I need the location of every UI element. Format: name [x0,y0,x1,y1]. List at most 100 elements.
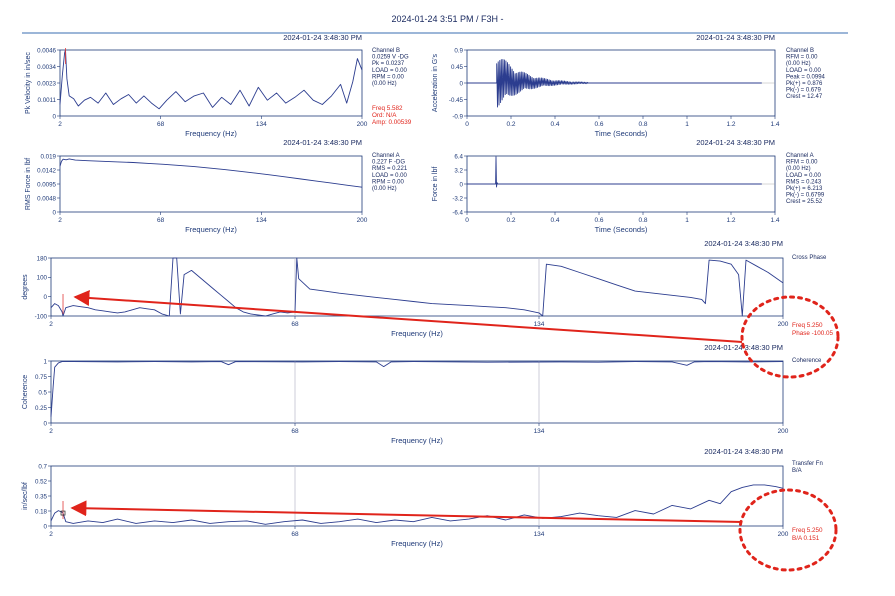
plot-timestamp: 2024-01-24 3:48:30 PM [283,33,362,42]
y-axis-label: RMS Force in lbf [25,158,32,210]
y-tick-label: 0 [460,80,464,87]
x-tick-label: 134 [256,217,267,224]
y-tick-label: 0.0142 [37,167,56,174]
cross-phase-highlight-circle [740,295,840,379]
cursor-readout: Amp: 0.00539 [372,119,412,126]
info-line: Coherence [792,358,822,364]
chart-panel-p7: 2024-01-24 3:48:30 PM 2 68 134 200 0.7 0.52 0.3… [22,447,823,548]
y-tick-label: 0 [44,420,48,427]
info-line: Channel A [372,153,400,159]
x-tick-label: 68 [157,121,165,128]
info-line: Peak = 0.0994 [786,74,826,80]
x-tick-label: 200 [778,428,789,435]
y-tick-label: 1 [44,358,48,365]
x-tick-label: 1 [685,121,689,128]
y-tick-label: 0.0034 [37,64,56,71]
x-tick-label: 0.8 [638,217,647,224]
plot-frame [50,257,784,317]
cross-phase-arrow [73,289,743,343]
x-tick-label: 1.2 [726,121,735,128]
y-tick-label: 0.9 [454,47,463,54]
cursor-readout: Phase -100.05 [792,330,833,337]
y-axis-label: in/sec/lbf [22,482,29,510]
cursor-readout: B/A 0.151 [792,535,820,542]
y-tick-label: 0.0023 [37,80,56,87]
info-line: Cross Phase [792,255,827,261]
x-tick-label: 200 [778,531,789,538]
y-tick-label: 6.4 [454,153,463,160]
info-line: Pk(+) = 0.876 [786,81,823,87]
x-tick-label: 2 [49,428,53,435]
chart-panel-p6: 2024-01-24 3:48:30 PM2 68 134 20010.750.50.… [22,343,822,445]
plot-frame [59,155,363,213]
cursor-readout: Freq 5.250 [792,527,823,534]
x-axis-label: Time (Seconds) [595,129,648,138]
plot-timestamp: 2024-01-24 3:48:30 PM [283,138,362,147]
y-tick-label: 0.45 [451,64,464,71]
info-line: LOAD = 0.00 [372,68,408,74]
x-tick-label: 0.4 [550,121,559,128]
y-axis-label: Acceleration in G's [432,53,439,112]
y-tick-label: 100 [37,275,48,282]
info-line: Pk(-) = 0.6799 [786,193,825,199]
info-line: RMS = 0.221 [372,166,408,172]
x-tick-label: 134 [534,531,545,538]
info-line: (0.00 Hz) [372,186,397,192]
info-line: Transfer Fn [792,461,823,467]
info-line: RPM = 0.00 [372,179,405,185]
x-tick-label: 134 [534,321,545,328]
y-tick-label: 0.35 [35,493,48,500]
info-line: LOAD = 0.00 [786,68,822,74]
y-axis-label: degrees [22,274,29,300]
y-tick-label: -0.45 [449,97,464,104]
y-tick-label: 0.5 [38,389,47,396]
series-line [59,49,363,110]
x-tick-label: 68 [291,428,299,435]
x-tick-label: 134 [256,121,267,128]
x-tick-label: 0 [465,121,469,128]
x-tick-label: 0.6 [594,217,603,224]
plot-frame [59,49,363,117]
y-axis-label: Force in lbf [432,167,439,202]
y-tick-label: -6.4 [452,209,463,216]
y-tick-label: 0.0011 [38,97,57,104]
transfer-fn-arrow [70,500,743,523]
x-tick-label: 68 [291,531,299,538]
y-tick-label: 0.52 [35,478,48,485]
y-tick-label: 180 [37,255,48,262]
info-line: (0.00 Hz) [786,166,811,172]
chart-panel-p3: 2024-01-24 3:48:30 PM 2 68 134 200 0.019 0.014… [25,138,408,234]
info-line: (0.00 Hz) [786,61,811,67]
x-tick-label: 1.4 [770,121,779,128]
x-tick-label: 1.2 [726,217,735,224]
x-tick-label: 200 [357,217,368,224]
chart-panel-p2: 2024-01-24 3:48:30 PM 0 0.2 0.4 0.6 0.8 1 1.2 1.… [432,33,826,138]
x-tick-label: 0.4 [550,217,559,224]
series-line [50,484,784,525]
y-tick-label: 0.25 [35,405,48,412]
y-tick-label: 0.7 [38,463,47,470]
transfer-fn-highlight-circle [738,488,838,572]
y-tick-label: -3.2 [452,195,463,202]
info-line: (0.00 Hz) [372,81,397,87]
x-tick-label: 2 [58,217,62,224]
x-tick-label: 0 [465,217,469,224]
x-axis-label: Frequency (Hz) [391,329,443,338]
x-tick-label: 68 [157,217,165,224]
chart-panel-p5: 2024-01-24 3:48:30 PM 2 68 134 200 180 100 0 -10… [22,239,833,338]
x-tick-label: 134 [534,428,545,435]
series-line [467,58,762,108]
y-tick-label: 0 [44,294,48,301]
cursor-readout: Freq 5.582 [372,105,403,112]
x-tick-label: 200 [778,321,789,328]
plot-timestamp: 2024-01-24 3:48:30 PM [696,33,775,42]
x-axis-label: Frequency (Hz) [391,539,443,548]
y-tick-label: 3.2 [454,167,463,174]
info-line: B/A [792,468,802,474]
info-line: Pk(+) = 6.213 [786,186,823,192]
x-axis-label: Frequency (Hz) [185,225,237,234]
info-line: Channel A [786,153,814,159]
cursor-readout: Freq 5.250 [792,322,823,329]
annotations [70,289,840,572]
y-tick-label: 0 [53,113,57,120]
